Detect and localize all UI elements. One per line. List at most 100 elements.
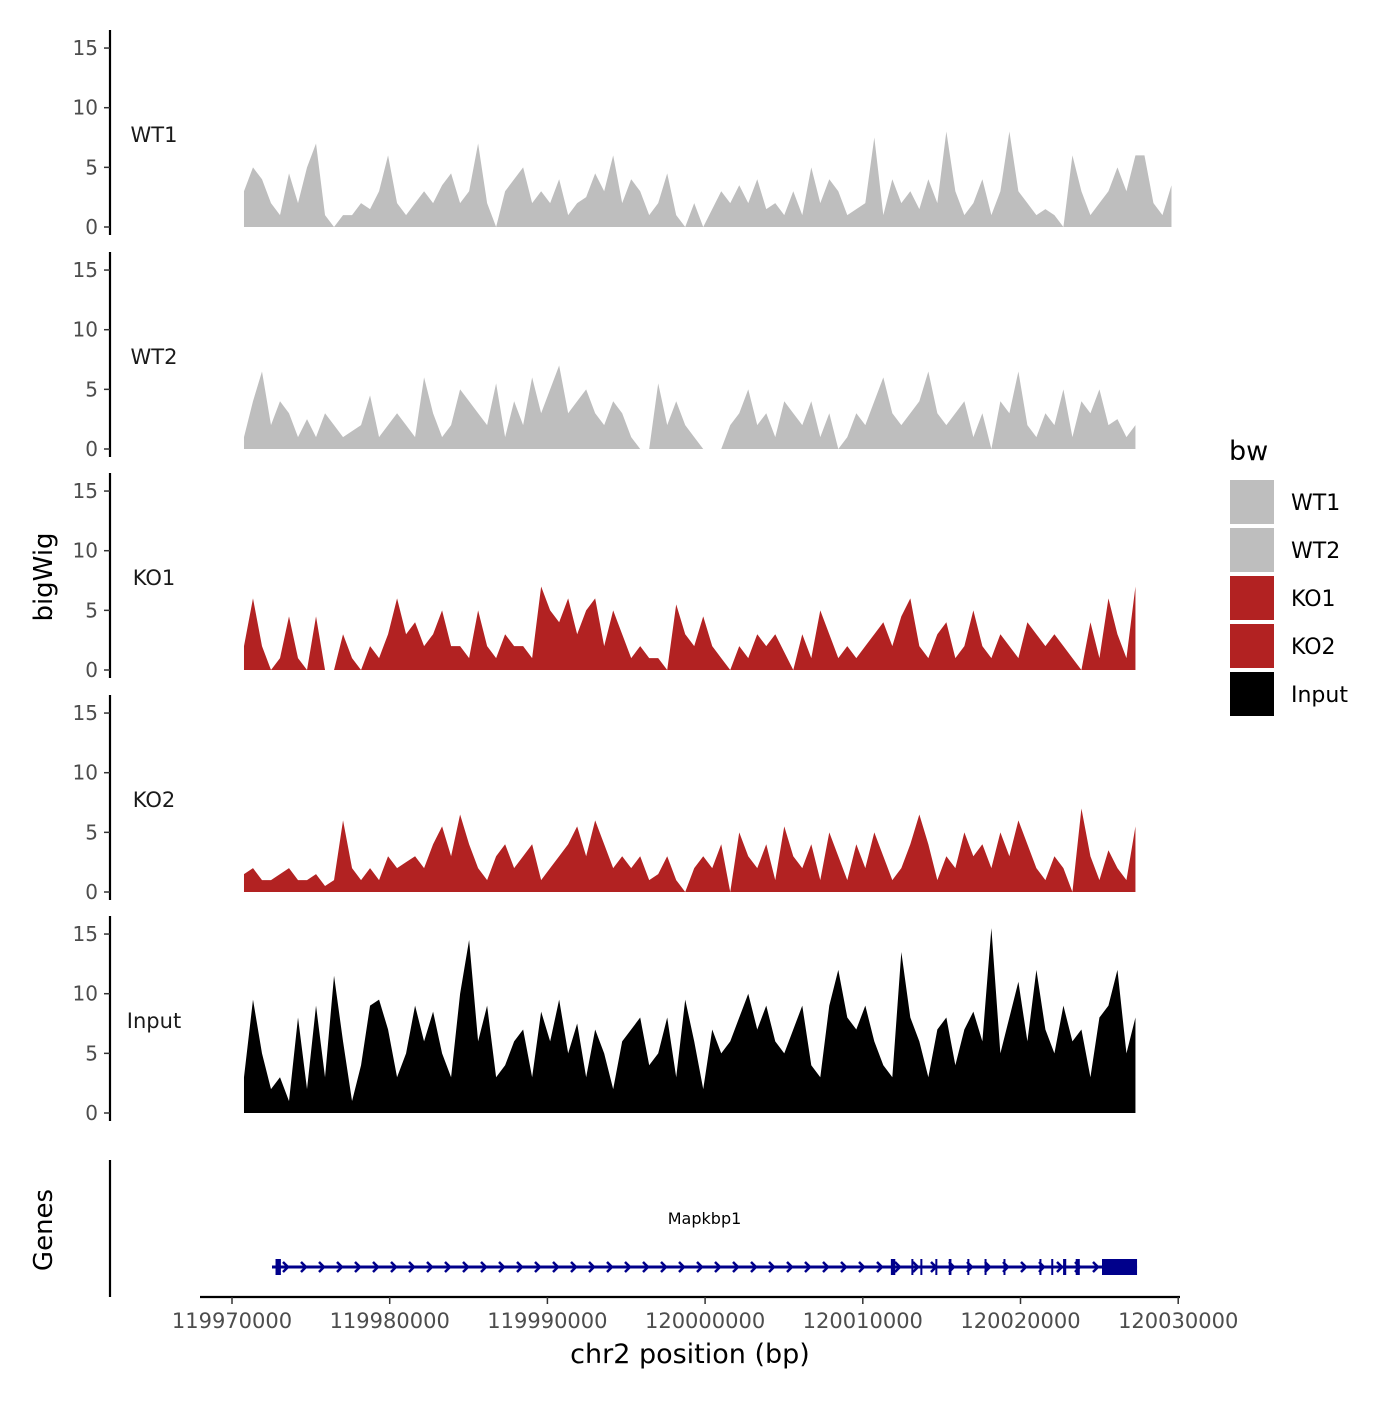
exon (935, 1259, 938, 1275)
strand-arrow-icon (876, 1261, 884, 1273)
exon (275, 1259, 281, 1275)
strand-arrow-icon (300, 1261, 308, 1273)
strand-arrow-icon (318, 1261, 326, 1273)
strand-arrow-icon (804, 1261, 812, 1273)
strand-arrow-icon (642, 1261, 650, 1273)
exon (911, 1259, 914, 1275)
area-KO1 (243, 586, 1136, 670)
strand-arrow-icon (282, 1261, 290, 1273)
y-tick-label: 15 (73, 258, 98, 282)
y-tick-label: 5 (85, 377, 98, 401)
strand-arrow-icon (462, 1261, 470, 1273)
y-tick-label: 0 (85, 437, 98, 461)
y-tick-label: 0 (85, 215, 98, 239)
legend-key-KO2 (1230, 624, 1274, 668)
strand-arrow-icon (678, 1261, 686, 1273)
exon (1063, 1259, 1067, 1275)
legend-label-WT2: WT2 (1291, 539, 1340, 564)
legend-title: bw (1229, 436, 1268, 467)
area-KO2 (243, 808, 1136, 892)
strand-arrow-icon (1020, 1261, 1028, 1273)
gene-name-label: Mapkbp1 (668, 1209, 742, 1228)
y-tick-label: 0 (85, 1101, 98, 1125)
exon (1101, 1259, 1138, 1275)
track-label-KO2: KO2 (133, 788, 176, 812)
track-label-KO1: KO1 (133, 566, 176, 590)
legend-key-KO1 (1230, 576, 1274, 620)
strand-arrow-icon (354, 1261, 362, 1273)
strand-arrow-icon (858, 1261, 866, 1273)
area-WT2 (243, 365, 1136, 449)
y-tick-label: 5 (85, 1041, 98, 1065)
strand-arrow-icon (768, 1261, 776, 1273)
legend-label-WT1: WT1 (1291, 491, 1340, 516)
legend-key-WT2 (1230, 528, 1274, 572)
y-tick-label: 10 (73, 982, 98, 1006)
strand-arrow-icon (606, 1261, 614, 1273)
strand-arrow-icon (516, 1261, 524, 1273)
y-tick-label: 10 (73, 96, 98, 120)
genes-axis-title: Genes (29, 1189, 59, 1271)
strand-arrow-icon (372, 1261, 380, 1273)
x-tick-label: 120020000 (960, 1309, 1080, 1333)
exon (1051, 1259, 1054, 1275)
exon (967, 1259, 970, 1275)
area-WT1 (243, 131, 1172, 227)
strand-arrow-icon (444, 1261, 452, 1273)
y-tick-label: 5 (85, 155, 98, 179)
strand-arrow-icon (480, 1261, 488, 1273)
x-tick-label: 119990000 (487, 1309, 607, 1333)
legend-key-WT1 (1230, 480, 1274, 524)
y-tick-label: 10 (73, 539, 98, 563)
area-Input (243, 928, 1136, 1113)
exon (948, 1259, 952, 1275)
y-tick-label: 10 (73, 318, 98, 342)
strand-arrow-icon (894, 1261, 902, 1273)
x-tick-label: 120010000 (803, 1309, 923, 1333)
strand-arrow-icon (984, 1261, 992, 1273)
strand-arrow-icon (390, 1261, 398, 1273)
x-tick-label: 119970000 (172, 1309, 292, 1333)
strand-arrow-icon (570, 1261, 578, 1273)
legend-label-KO2: KO2 (1291, 635, 1336, 660)
strand-arrow-icon (1056, 1261, 1064, 1273)
track-label-WT1: WT1 (131, 123, 178, 147)
strand-arrow-icon (750, 1261, 758, 1273)
exon (1003, 1259, 1006, 1275)
strand-arrow-icon (408, 1261, 416, 1273)
y-tick-label: 5 (85, 820, 98, 844)
exon (890, 1259, 896, 1275)
y-axis-title: bigWig (29, 532, 59, 621)
exon (984, 1259, 987, 1275)
exon (1039, 1259, 1042, 1275)
track-label-WT2: WT2 (131, 345, 178, 369)
x-axis-title: chr2 position (bp) (570, 1339, 810, 1370)
strand-arrow-icon (552, 1261, 560, 1273)
y-tick-label: 15 (73, 922, 98, 946)
x-tick-label: 120030000 (1118, 1309, 1238, 1333)
y-tick-label: 10 (73, 761, 98, 785)
y-tick-label: 15 (73, 479, 98, 503)
strand-arrow-icon (786, 1261, 794, 1273)
strand-arrow-icon (822, 1261, 830, 1273)
exon (1075, 1259, 1080, 1275)
exon (920, 1259, 923, 1275)
y-tick-label: 0 (85, 880, 98, 904)
strand-arrow-icon (336, 1261, 344, 1273)
strand-arrow-icon (588, 1261, 596, 1273)
strand-arrow-icon (498, 1261, 506, 1273)
x-tick-label: 120000000 (645, 1309, 765, 1333)
y-tick-label: 15 (73, 701, 98, 725)
strand-arrow-icon (714, 1261, 722, 1273)
strand-arrow-icon (696, 1261, 704, 1273)
strand-arrow-icon (426, 1261, 434, 1273)
y-tick-label: 0 (85, 658, 98, 682)
strand-arrow-icon (534, 1261, 542, 1273)
y-tick-label: 5 (85, 598, 98, 622)
x-tick-label: 119980000 (330, 1309, 450, 1333)
track-label-Input: Input (127, 1009, 181, 1033)
legend-label-KO1: KO1 (1291, 587, 1336, 612)
legend-key-Input (1230, 672, 1274, 716)
